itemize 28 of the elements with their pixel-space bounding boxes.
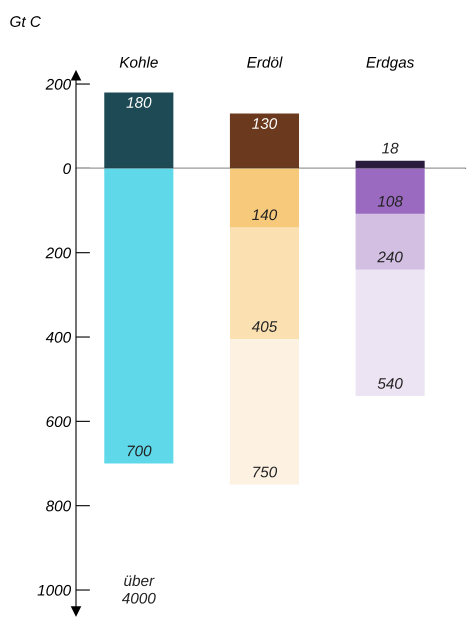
data-label: 180 — [126, 97, 152, 108]
bar — [104, 92, 174, 168]
y-tick-label: 400 — [46, 332, 72, 343]
annotation: 750 — [253, 466, 278, 478]
data-label: 130 — [252, 118, 278, 129]
annotation: 240 — [377, 252, 403, 262]
annotation: 540 — [378, 378, 403, 389]
bar — [230, 339, 300, 485]
y-tick-label: 800 — [46, 500, 72, 512]
bar — [230, 227, 300, 340]
annotation: 700 — [128, 446, 152, 456]
x-tick-label: Erdgas — [366, 56, 414, 71]
y-tick-label: 1000 — [38, 584, 72, 596]
bar — [356, 214, 425, 270]
annotation: über 4000 — [122, 574, 156, 604]
bar — [356, 160, 425, 168]
y-tick-label: 200 — [46, 248, 72, 258]
bar — [356, 270, 425, 396]
y-tick-label: 600 — [46, 416, 72, 428]
annotation: 140 — [252, 209, 278, 220]
x-tick-label: Kohle — [120, 56, 158, 68]
annotation: 108 — [378, 196, 403, 207]
annotation: 405 — [252, 321, 278, 332]
y-tick-label: 200 — [46, 78, 72, 90]
y-tick-label: 0 — [63, 163, 72, 174]
data-label: 18 — [382, 142, 399, 154]
x-tick-label: Erdöl — [247, 56, 283, 68]
y-axis-title: Gt C — [10, 16, 41, 27]
